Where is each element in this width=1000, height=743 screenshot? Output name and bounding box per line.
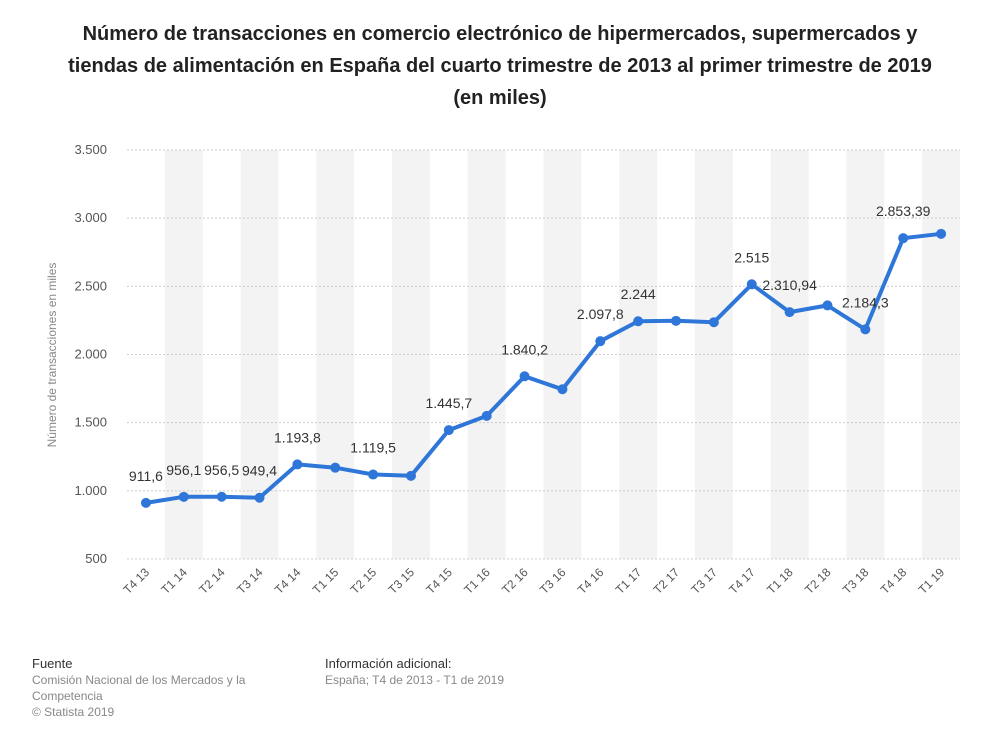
y-axis-ticks: 500 1.000 1.500 2.000 2.500 3.000 3.500 (74, 142, 107, 566)
y-axis-label: Número de transacciones en miles (45, 263, 59, 448)
info-text: España; T4 de 2013 - T1 de 2019 (325, 673, 505, 687)
x-tick-label: T3 14 (234, 565, 266, 597)
series-line (143, 231, 944, 505)
x-tick-label: T3 18 (840, 565, 872, 597)
y-tick-label: 2.500 (74, 278, 107, 293)
x-tick-label: T3 16 (537, 565, 569, 597)
info-label: Información adicional: (325, 656, 452, 671)
data-label: 949,4 (242, 463, 277, 479)
data-point (216, 491, 227, 502)
data-points (140, 228, 947, 508)
data-point (822, 300, 833, 311)
data-label: 1.840,2 (501, 341, 548, 357)
x-tick-label: T1 14 (158, 565, 190, 597)
data-point (368, 469, 379, 480)
x-tick-label: T1 19 (916, 565, 948, 597)
data-label: 1.193,8 (274, 429, 321, 445)
data-label: 956,5 (204, 462, 239, 478)
y-tick-label: 500 (85, 551, 107, 566)
x-tick-label: T2 15 (348, 565, 380, 597)
data-point (557, 384, 568, 395)
band (619, 150, 658, 559)
data-label: 2.515 (734, 249, 769, 265)
x-tick-label: T1 15 (310, 565, 342, 597)
data-point (481, 410, 492, 421)
x-tick-label: T2 18 (802, 565, 834, 597)
y-tick-label: 3.000 (74, 210, 107, 225)
x-tick-label: T4 18 (878, 565, 910, 597)
x-tick-label: T1 16 (461, 565, 493, 597)
x-tick-label: T4 15 (423, 565, 455, 597)
data-label: 2.244 (621, 286, 656, 302)
source-label: Fuente (32, 656, 73, 671)
x-tick-label: T2 17 (651, 565, 683, 597)
data-label: 1.119,5 (350, 440, 396, 456)
data-label: 2.097,8 (577, 306, 624, 322)
data-point (708, 317, 719, 328)
data-point (292, 459, 303, 470)
y-tick-label: 3.500 (74, 142, 107, 157)
data-point (443, 425, 454, 436)
gridlines (127, 149, 960, 560)
x-tick-label: T3 15 (385, 565, 417, 597)
data-label: 911,6 (129, 468, 163, 484)
x-tick-label: T4 13 (120, 565, 152, 597)
x-tick-label: T2 14 (196, 565, 228, 597)
x-tick-label: T3 17 (688, 565, 720, 597)
data-point (595, 336, 606, 347)
data-point (254, 492, 265, 503)
y-tick-label: 1.500 (74, 415, 107, 430)
data-label: 2.184,3 (842, 294, 889, 310)
chart-title: Número de transacciones en comercio elec… (68, 23, 932, 109)
y-tick-label: 1.000 (74, 483, 107, 498)
data-label: 1.445,7 (425, 395, 472, 411)
data-point (784, 307, 795, 318)
x-tick-label: T1 18 (764, 565, 796, 597)
data-labels: 911,6 956,1 956,5 949,4 1.193,8 1.119,5 1.445,… (129, 203, 931, 484)
x-tick-label: T1 17 (613, 565, 645, 597)
data-point (178, 491, 189, 502)
data-point (898, 233, 909, 244)
data-point (140, 497, 151, 508)
copyright: © Statista 2019 (32, 705, 115, 719)
data-point (936, 228, 947, 239)
data-point (860, 324, 871, 335)
data-point (746, 279, 757, 290)
source-text: Comisión Nacional de los Mercados y la C… (32, 673, 246, 703)
x-tick-label: T2 16 (499, 565, 531, 597)
info-block: Información adicional: España; T4 de 201… (325, 656, 504, 688)
source-block: Fuente Comisión Nacional de los Mercados… (32, 656, 272, 720)
data-label: 2.310,94 (762, 277, 817, 293)
data-point (519, 371, 530, 382)
data-point (405, 470, 416, 481)
data-point (330, 462, 341, 473)
data-label: 956,1 (166, 462, 201, 478)
x-tick-label: T4 16 (575, 565, 607, 597)
data-point (671, 315, 682, 326)
data-label: 2.853,39 (876, 203, 931, 219)
line-chart: 500 1.000 1.500 2.000 2.500 3.000 3.500 Número… (45, 142, 960, 597)
x-tick-label: T4 17 (726, 565, 758, 597)
data-point (633, 316, 644, 327)
x-tick-label: T4 14 (272, 565, 304, 597)
x-axis-ticks: T4 13 T1 14 T2 14 T3 14 T4 14 T1 15 T2 15 T3 15… (120, 565, 947, 597)
y-tick-label: 2.000 (74, 347, 107, 362)
band (694, 150, 733, 559)
